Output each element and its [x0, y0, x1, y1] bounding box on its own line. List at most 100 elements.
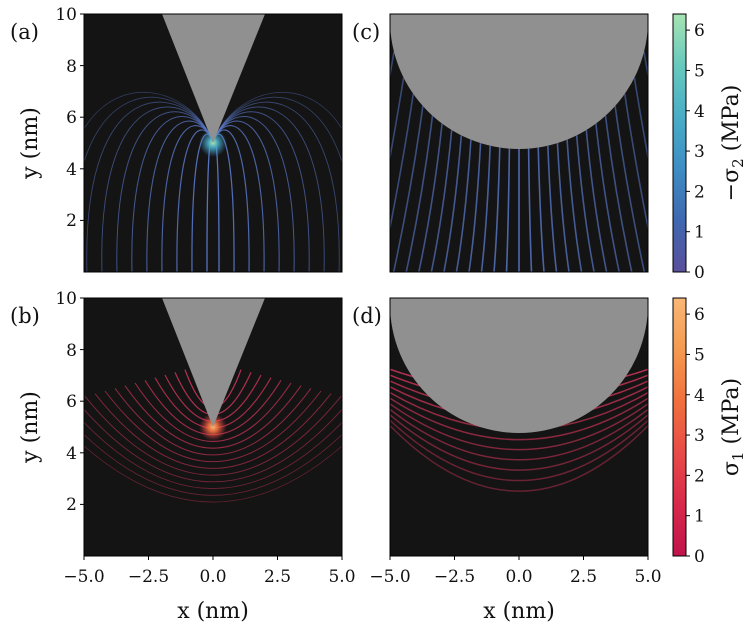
colorbar-tick-label: 4	[694, 102, 705, 122]
panel-b-x-tick-label: 2.5	[264, 567, 291, 587]
panel-b-y-tick-label: 10	[55, 289, 77, 309]
field-line	[390, 413, 648, 471]
panel-b-x-tick-label: −5.0	[63, 567, 104, 587]
panel-a-label: (a)	[10, 20, 39, 44]
field-line	[443, 135, 463, 272]
panel-d-x-tick-label: 0.0	[505, 567, 532, 587]
field-line	[212, 101, 340, 272]
field-line	[633, 77, 648, 162]
panel-b-y-axis-label: y (nm)	[18, 391, 43, 464]
colorbar-top-gradient	[672, 13, 687, 273]
colorbar-bottom-label: σ1 (MPa)	[719, 378, 747, 476]
field-line	[575, 135, 595, 272]
panel-b-y-tick-label: 4	[66, 444, 77, 464]
field-line	[124, 385, 302, 449]
field-line	[405, 115, 434, 272]
panel-c-field-lines	[390, 51, 648, 272]
panel-b	[83, 297, 343, 557]
field-line	[556, 143, 570, 272]
field-line	[390, 424, 648, 492]
field-line	[101, 106, 214, 272]
colorbar-top-label: −σ2 (MPa)	[719, 85, 747, 202]
field-line	[537, 147, 545, 272]
field-line	[430, 129, 453, 272]
panel-c	[389, 13, 649, 273]
panel-b-x-axis: −5.0 −2.5 0.0 2.5 5.0	[63, 556, 356, 587]
field-line	[390, 419, 648, 482]
panel-d-x-tick-label: 2.5	[570, 567, 597, 587]
field-line	[585, 129, 608, 272]
field-line	[390, 408, 648, 461]
field-line	[527, 148, 533, 272]
colorbar-tick-label: 3	[694, 142, 705, 162]
field-line	[84, 396, 342, 476]
panel-b-y-axis: 2 4 6 8 10	[55, 289, 84, 515]
panel-a-y-tick-label: 8	[66, 57, 77, 77]
field-line	[116, 111, 214, 272]
panel-c-frame	[389, 13, 649, 273]
field-line	[104, 390, 322, 463]
panel-b-sharp-tip	[162, 298, 265, 427]
colorbar-tick-label: 0	[694, 263, 705, 283]
colorbar-top-ticks: 0 1 2 3 4 5 6	[686, 21, 705, 283]
field-line	[84, 91, 214, 144]
colorbar-tick-label: 3	[694, 426, 705, 446]
panel-a-y-axis: 2 4 6 8 10	[55, 5, 84, 231]
panel-b-x-tick-label: 0.0	[199, 567, 226, 587]
colorbar-bottom-ticks: 0 1 2 3 4 5 6	[686, 305, 705, 567]
field-line	[84, 408, 342, 483]
field-line	[493, 147, 501, 272]
field-line	[455, 139, 472, 272]
panel-a-y-axis-label: y (nm)	[18, 107, 43, 180]
panel-a-y-tick-label: 2	[66, 211, 77, 231]
panel-b-x-tick-label: −2.5	[128, 567, 169, 587]
colorbar-tick-label: 4	[694, 386, 705, 406]
field-line	[134, 382, 292, 442]
panel-a-y-tick-label: 10	[55, 5, 77, 25]
panel-a-sharp-tip	[162, 14, 265, 143]
colorbar-tick-label: 2	[694, 182, 705, 202]
panel-b-field-lines	[84, 366, 342, 503]
field-line	[212, 106, 325, 272]
panel-b-label: (b)	[10, 304, 40, 328]
colorbar-tick-label: 2	[694, 466, 705, 486]
panel-b-x-axis-label: x (nm)	[177, 599, 249, 624]
field-line	[390, 93, 415, 232]
colorbar-tick-label: 1	[694, 507, 705, 527]
field-line	[212, 116, 295, 272]
field-line	[614, 105, 646, 272]
field-line	[623, 93, 648, 232]
panel-c-rounded-tip	[390, 14, 648, 149]
colorbar-bottom: 0 1 2 3 4 5 6 σ1 (MPa)	[672, 297, 747, 567]
field-line	[212, 91, 342, 144]
colorbar-tick-label: 1	[694, 223, 705, 243]
colorbar-tick-label: 5	[694, 345, 705, 365]
field-line	[480, 145, 491, 272]
field-line	[390, 402, 648, 451]
panel-b-y-tick-label: 8	[66, 341, 77, 361]
panel-d-label: (d)	[352, 304, 382, 328]
field-line	[390, 51, 395, 80]
field-line	[604, 115, 633, 272]
field-line	[84, 96, 214, 164]
field-line	[86, 101, 214, 272]
field-line	[84, 434, 342, 496]
field-line	[131, 116, 214, 272]
field-line	[114, 388, 312, 456]
field-line	[94, 393, 332, 469]
field-line	[468, 143, 482, 272]
panel-d-x-tick-label: −5.0	[369, 567, 410, 587]
panel-d-x-tick-label: −2.5	[434, 567, 475, 587]
panel-b-y-tick-label: 2	[66, 495, 77, 515]
field-line	[212, 111, 310, 272]
panel-a-y-tick-label: 6	[66, 108, 77, 128]
panel-a-y-tick-label: 4	[66, 160, 77, 180]
panel-d-x-tick-label: 5.0	[634, 567, 661, 587]
colorbar-top: 0 1 2 3 4 5 6 −σ2 (MPa)	[672, 13, 747, 283]
field-line	[595, 123, 621, 272]
field-line	[390, 77, 405, 162]
field-line	[84, 421, 342, 489]
field-line	[547, 145, 558, 272]
field-line	[392, 105, 424, 272]
